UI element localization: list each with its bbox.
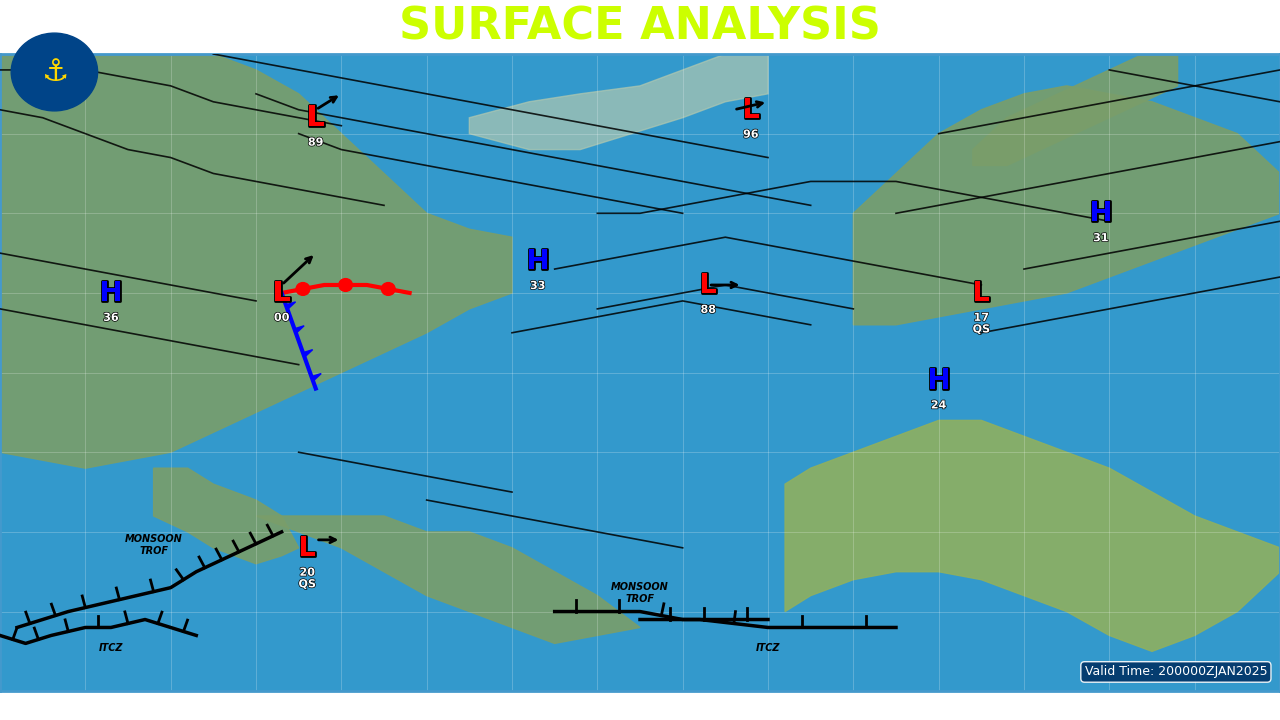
Text: SURFACE ANALYSIS: SURFACE ANALYSIS <box>399 6 881 48</box>
Text: ITCZ: ITCZ <box>755 644 781 654</box>
Circle shape <box>12 33 97 111</box>
Text: 31: 31 <box>1093 233 1108 243</box>
Text: ITCZ: ITCZ <box>99 644 123 654</box>
Text: 24: 24 <box>931 400 946 410</box>
Polygon shape <box>470 54 768 150</box>
Polygon shape <box>154 468 298 564</box>
Text: 17
QS: 17 QS <box>973 313 989 335</box>
Text: 89: 89 <box>308 138 324 148</box>
Circle shape <box>339 279 352 292</box>
Text: 36: 36 <box>104 313 119 323</box>
Text: L: L <box>307 104 325 132</box>
Polygon shape <box>311 374 321 381</box>
Text: MONSOON
TROF: MONSOON TROF <box>124 534 183 556</box>
Text: MONSOON
TROF: MONSOON TROF <box>611 582 669 603</box>
Polygon shape <box>285 302 296 310</box>
Text: L: L <box>742 96 760 124</box>
Text: ⚓: ⚓ <box>41 58 68 86</box>
Polygon shape <box>256 516 640 644</box>
Text: H: H <box>526 247 549 275</box>
Text: 20
QS: 20 QS <box>298 568 316 590</box>
Polygon shape <box>785 420 1280 652</box>
Text: 96: 96 <box>744 130 759 140</box>
Text: Valid Time: 200000ZJAN2025: Valid Time: 200000ZJAN2025 <box>1084 665 1267 678</box>
Polygon shape <box>294 325 305 333</box>
Text: L: L <box>699 271 717 299</box>
Text: L: L <box>973 279 991 307</box>
Text: H: H <box>1089 199 1112 228</box>
Text: 33: 33 <box>530 281 545 291</box>
Text: L: L <box>273 279 291 307</box>
Text: L: L <box>298 534 316 562</box>
Circle shape <box>296 282 310 295</box>
Polygon shape <box>0 54 512 468</box>
Text: 88: 88 <box>700 305 716 315</box>
Circle shape <box>381 282 396 295</box>
Polygon shape <box>854 86 1280 325</box>
Polygon shape <box>973 54 1178 166</box>
Text: 00: 00 <box>274 313 289 323</box>
Text: H: H <box>927 366 950 395</box>
Text: H: H <box>100 279 123 307</box>
Polygon shape <box>303 350 312 357</box>
